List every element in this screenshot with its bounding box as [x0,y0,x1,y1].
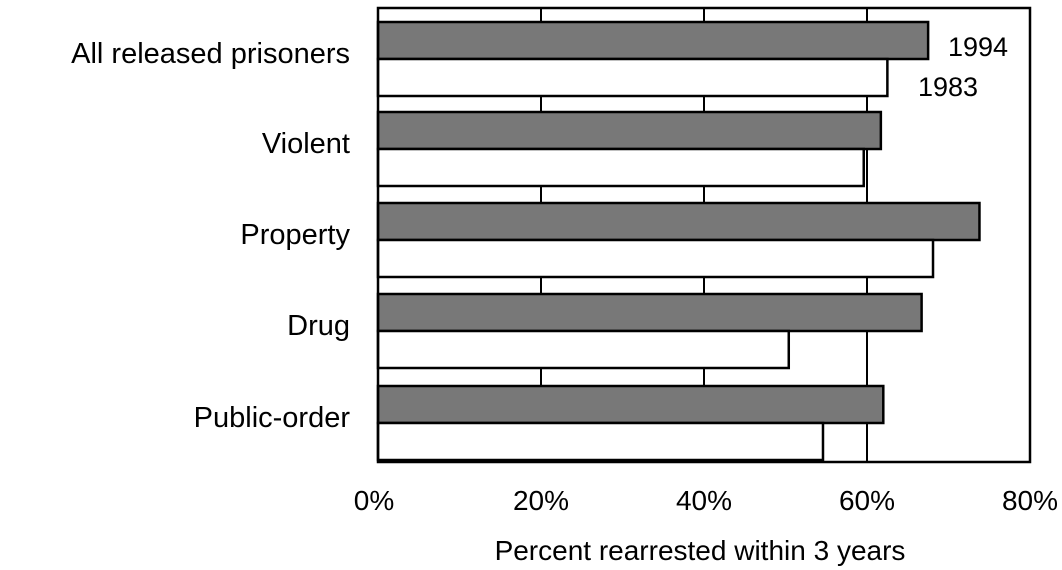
bar-1994-0 [376,20,930,61]
bar-1994-2 [376,201,981,242]
category-label-1: Violent [262,128,350,160]
x-tick-labels: 0% 20% 40% 60% 80% [354,485,1058,516]
bar-1994-1 [376,110,883,151]
x-tick-label-4: 80% [1002,485,1058,516]
bars [376,20,981,462]
category-label-0: All released prisoners [71,38,350,70]
x-tick-label-0: 0% [354,485,394,516]
x-axis-label: Percent rearrested within 3 years [495,535,906,566]
series-labels: 1994 1983 [918,32,1008,102]
bar-1983-2 [376,238,935,279]
x-tick-label-3: 60% [839,485,895,516]
plot-frame [376,6,1032,464]
bar-1983-1 [376,147,865,188]
x-tick-label-1: 20% [513,485,569,516]
category-labels: All released prisoners Violent Property Dru… [71,38,350,434]
category-label-2: Property [240,219,350,251]
category-label-4: Public-order [194,402,351,434]
series-label-1983: 1983 [918,72,978,102]
bar-1983-4 [376,421,825,462]
x-tick-label-2: 40% [676,485,732,516]
bar-1983-0 [376,57,889,98]
series-label-1994: 1994 [948,32,1008,62]
bar-1994-4 [376,384,885,425]
bar-1994-3 [376,292,923,333]
category-label-3: Drug [287,310,350,342]
bar-1983-3 [376,329,791,370]
